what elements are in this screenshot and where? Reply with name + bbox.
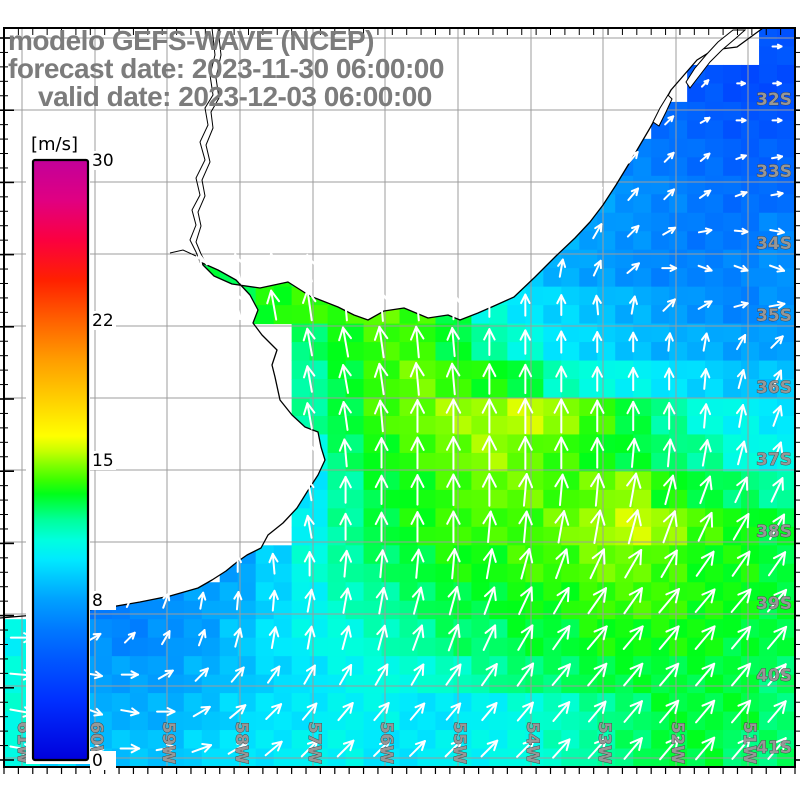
lat-label: 40S: [756, 666, 792, 686]
colorbar-unit-label: [m/s]: [31, 134, 78, 155]
wind-direction-arrows: [9, 43, 788, 761]
colorbar-tick-label: 0: [92, 751, 103, 771]
lat-label: 35S: [756, 306, 792, 326]
lon-label: 51W: [739, 722, 759, 765]
river-line: [169, 249, 197, 257]
colorbar-gradient: [31, 158, 90, 762]
lat-label: 33S: [756, 162, 792, 182]
lat-label: 39S: [756, 594, 792, 614]
model-title: modelo GEFS-WAVE (NCEP): [8, 25, 375, 56]
colorbar-tick-label: 15: [92, 451, 114, 471]
lagoon-outline: [685, 29, 747, 89]
colorbar-ticks: 30 22 15 8 0 [m/s]: [31, 134, 116, 771]
lon-label: 53W: [594, 722, 614, 765]
lon-label: 56W: [376, 722, 396, 765]
lat-label: 37S: [756, 450, 792, 470]
colorbar-tick-label: 22: [92, 311, 114, 331]
lat-label: 32S: [756, 90, 792, 110]
lon-label: 55W: [449, 722, 469, 765]
lagoon-outline: [652, 94, 673, 127]
colorbar-tick-label: 30: [92, 151, 114, 171]
river-line: [189, 27, 216, 263]
forecast-date: forecast date: 2023-11-30 06:00:00: [8, 53, 444, 84]
lon-label: 54W: [522, 722, 542, 765]
lat-label: 38S: [756, 522, 792, 542]
valid-date: valid date: 2023-12-03 06:00:00: [38, 81, 432, 112]
lon-label: 52W: [667, 722, 687, 765]
lon-label: 57W: [304, 722, 324, 765]
colorbar-tick-label: 8: [92, 591, 103, 611]
graticule: [4, 28, 795, 767]
lat-label: 41S: [756, 738, 792, 758]
river-line: [195, 27, 222, 263]
lon-label: 58W: [231, 722, 251, 765]
lon-label: 59W: [158, 722, 178, 765]
map-frame: [0, 27, 800, 774]
lat-label: 36S: [756, 378, 792, 398]
lat-label: 34S: [756, 234, 792, 254]
